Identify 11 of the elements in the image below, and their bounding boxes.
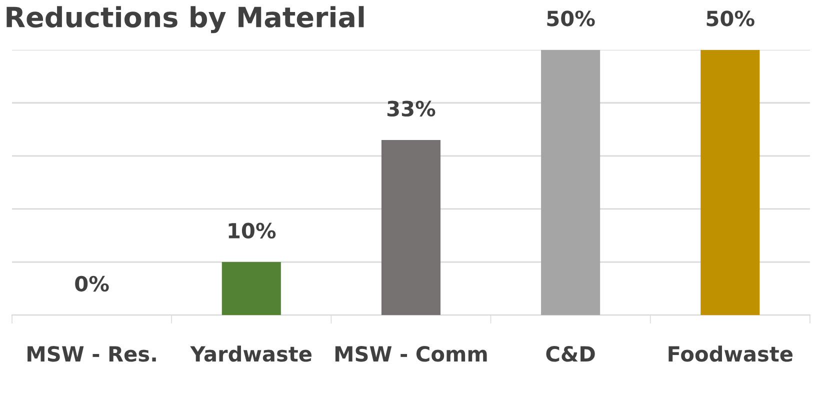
data-label: 0% [75,276,109,292]
data-label: 50% [706,10,754,26]
x-tick-label: MSW - Res. [28,346,156,362]
data-label: 33% [387,100,436,117]
data-label: 50% [547,10,595,26]
x-tick-label: Yardwaste [190,346,312,362]
x-tick-label: MSW - Comm [335,346,487,362]
data-label: 10% [228,222,276,239]
x-tick-label: Foodwaste [668,346,792,362]
chart-title: Reductions by Material [6,6,364,34]
x-tick-label: C&D [546,346,595,362]
